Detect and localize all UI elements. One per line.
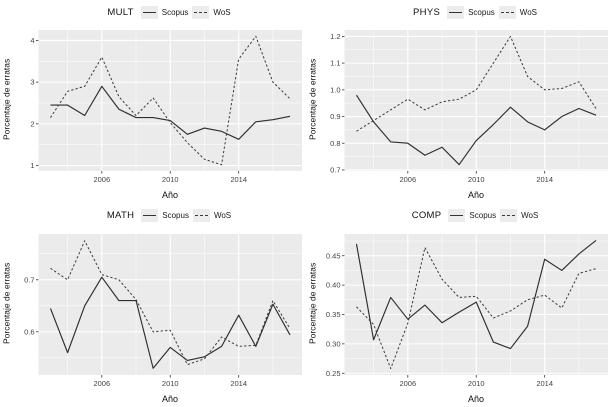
axis-ticks bbox=[342, 254, 546, 378]
x-tick-label: 2006 bbox=[399, 175, 416, 184]
y-tick-label: 0.40 bbox=[326, 280, 341, 289]
legend-key-wos bbox=[192, 209, 210, 222]
y-tick-label: 0.30 bbox=[326, 339, 341, 348]
legend-label-wos: WoS bbox=[519, 7, 537, 17]
x-tick-label: 2010 bbox=[162, 175, 179, 184]
series-line-wos bbox=[356, 246, 597, 369]
dotted-line-swatch bbox=[502, 215, 516, 216]
y-tick-label: 0.6 bbox=[24, 327, 34, 336]
x-tick-label: 2006 bbox=[93, 379, 110, 388]
x-axis-title: Año bbox=[161, 190, 178, 200]
axis-ticks bbox=[342, 36, 546, 174]
legend-mult: MULT Scopus WoS bbox=[36, 5, 302, 19]
solid-line-swatch bbox=[143, 215, 157, 216]
y-tick-label: 0.9 bbox=[330, 112, 340, 121]
plot-area-mult: 1 2 3 4 2006 2010 2014 bbox=[30, 30, 302, 184]
series-line-scopus bbox=[49, 276, 291, 369]
x-axis-title: Año bbox=[467, 393, 484, 404]
series-line-scopus bbox=[355, 94, 597, 166]
dotted-line-swatch bbox=[500, 11, 514, 13]
y-tick-label: 3 bbox=[30, 78, 34, 87]
legend-key-scopus bbox=[140, 5, 158, 19]
y-tick-label: 0.7 bbox=[24, 275, 34, 284]
legend-label-wos: WoS bbox=[521, 211, 539, 220]
legend-label-wos: WoS bbox=[213, 211, 232, 220]
legend-label-scopus: Scopus bbox=[162, 211, 189, 220]
subplot-math: MATH Scopus WoS Porcentaje de erratas 0.… bbox=[0, 204, 306, 407]
legend-key-scopus bbox=[141, 209, 159, 222]
y-tick-label: 4 bbox=[30, 36, 34, 45]
chart-title-comp: COMP bbox=[411, 210, 442, 221]
plot-area-math: 0.6 0.7 2006 2010 2014 bbox=[24, 233, 302, 388]
legend-key-wos bbox=[192, 5, 210, 19]
solid-line-swatch bbox=[450, 215, 464, 216]
dotted-line-swatch bbox=[194, 11, 208, 13]
legend-label-scopus: Scopus bbox=[469, 211, 497, 220]
axis-tick-labels: 1 2 3 4 2006 2010 2014 bbox=[30, 36, 247, 184]
legend-key-wos bbox=[498, 5, 516, 19]
x-axis-title: Año bbox=[467, 190, 484, 200]
series-line-scopus bbox=[355, 239, 597, 349]
axis-ticks bbox=[36, 40, 240, 174]
axis-tick-labels: 0.25 0.30 0.35 0.40 0.45 2006 2010 2014 bbox=[326, 251, 553, 388]
x-tick-label: 2006 bbox=[93, 175, 110, 184]
y-tick-label: 1.0 bbox=[330, 85, 340, 94]
legend-math: MATH Scopus WoS bbox=[36, 209, 302, 223]
grid-major bbox=[344, 30, 608, 171]
grid-major bbox=[38, 233, 302, 375]
y-tick-label: 1.1 bbox=[330, 59, 340, 68]
y-tick-label: 2 bbox=[30, 119, 34, 128]
legend-key-wos bbox=[500, 209, 518, 222]
x-tick-label: 2010 bbox=[468, 175, 485, 184]
plot-area-phys: 0.7 0.8 0.9 1.0 1.1 1.2 2006 2010 2014 bbox=[330, 30, 608, 184]
x-tick-label: 2014 bbox=[536, 379, 553, 388]
y-tick-label: 1 bbox=[30, 161, 34, 170]
x-tick-label: 2014 bbox=[230, 379, 247, 388]
solid-line-swatch bbox=[449, 11, 463, 13]
dotted-line-swatch bbox=[194, 215, 208, 216]
chart-title-math: MATH bbox=[106, 210, 135, 221]
y-tick-label: 0.7 bbox=[330, 166, 340, 175]
legend-label-scopus: Scopus bbox=[468, 7, 495, 17]
axis-tick-labels: 0.6 0.7 2006 2010 2014 bbox=[24, 275, 247, 388]
y-tick-label: 0.25 bbox=[326, 368, 341, 377]
legend-key-scopus bbox=[448, 209, 466, 222]
series-line-scopus bbox=[50, 85, 291, 140]
legend-comp: COMP Scopus WoS bbox=[342, 209, 608, 223]
x-tick-label: 2010 bbox=[468, 379, 485, 388]
y-tick-label: 0.45 bbox=[326, 251, 341, 260]
legend-label-scopus: Scopus bbox=[161, 7, 189, 17]
x-tick-label: 2006 bbox=[399, 379, 416, 388]
y-tick-label: 0.8 bbox=[330, 139, 340, 148]
x-tick-label: 2014 bbox=[536, 175, 553, 184]
solid-line-swatch bbox=[142, 11, 156, 13]
x-tick-label: 2010 bbox=[162, 379, 179, 388]
grid-major bbox=[344, 233, 608, 375]
y-tick-label: 0.35 bbox=[326, 310, 341, 319]
legend-key-scopus bbox=[447, 5, 465, 19]
axis-tick-labels: 0.7 0.8 0.9 1.0 1.1 1.2 2006 2010 2014 bbox=[330, 32, 553, 184]
chart-title-phys: PHYS bbox=[413, 6, 441, 18]
x-axis-title: Año bbox=[161, 393, 178, 404]
grid-major bbox=[38, 30, 302, 171]
subplot-comp: COMP Scopus WoS Porcentaje de erratas 0.… bbox=[306, 204, 612, 407]
legend-label-wos: WoS bbox=[213, 7, 231, 17]
subplot-phys: PHYS Scopus WoS Porcentaje de erratas 0.… bbox=[306, 0, 612, 204]
x-tick-label: 2014 bbox=[230, 175, 247, 184]
axis-ticks bbox=[36, 278, 240, 378]
plot-area-comp: 0.25 0.30 0.35 0.40 0.45 2006 2010 2014 bbox=[326, 233, 608, 388]
series-line-wos bbox=[50, 239, 291, 365]
y-tick-label: 1.2 bbox=[330, 32, 340, 41]
chart-title-mult: MULT bbox=[107, 6, 134, 18]
legend-phys: PHYS Scopus WoS bbox=[342, 5, 608, 19]
